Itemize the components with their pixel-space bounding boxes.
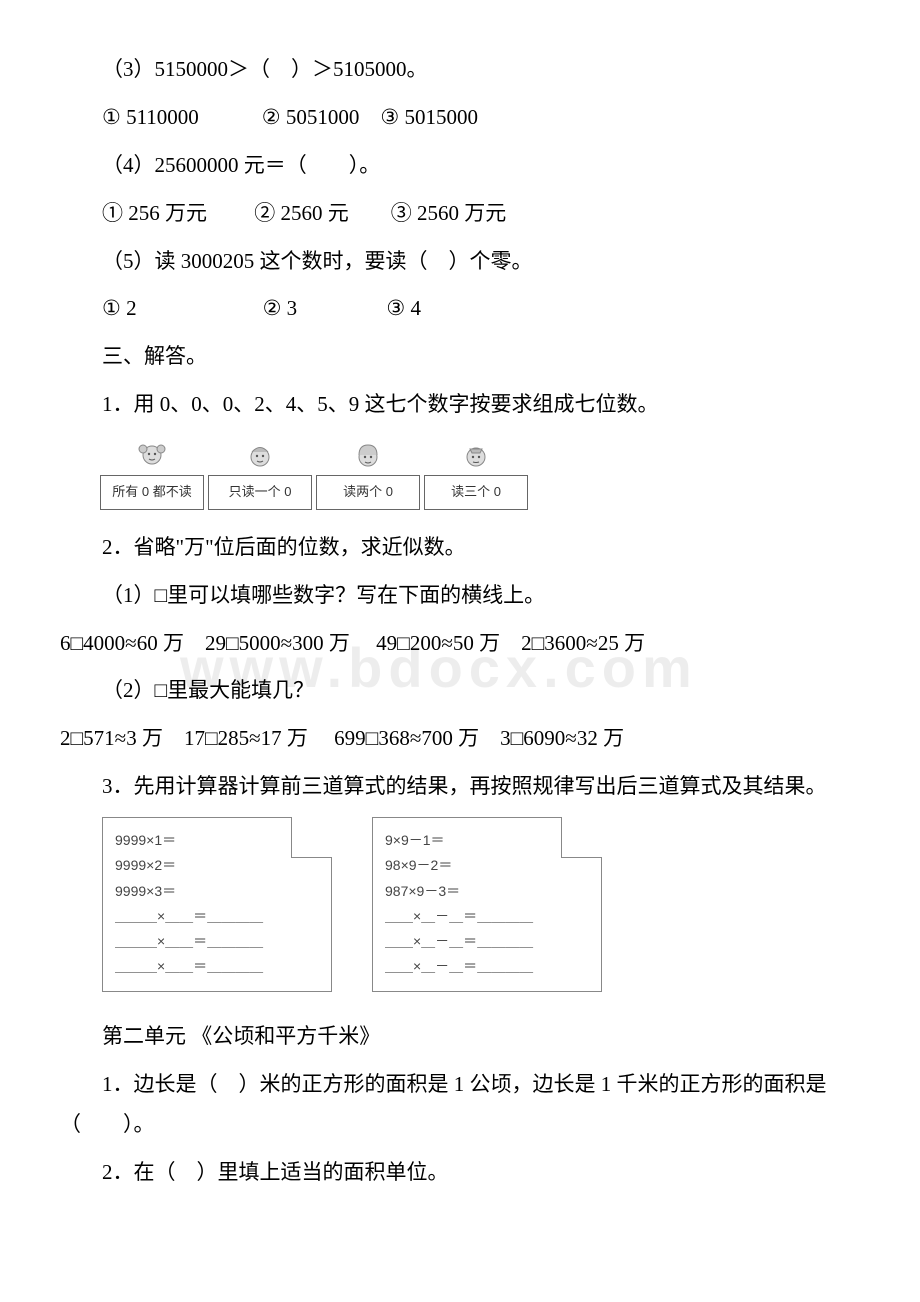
sub-2-1-expr: 6□4000≈60 万 29□5000≈300 万 49□200≈50 万 2□… xyxy=(60,624,860,664)
sub-2-2-expr: 2□571≈3 万 17□285≈17 万 699□368≈700 万 3□60… xyxy=(60,719,860,759)
girl-head-icon xyxy=(132,435,172,475)
unit-2-heading: 第二单元 《公顷和平方千米》 xyxy=(60,1017,860,1057)
left-blank-1: ＿＿＿×＿＿＝＿＿＿＿ xyxy=(115,904,319,929)
label-box-3: 读两个 0 xyxy=(316,475,420,510)
left-blank-3: ＿＿＿×＿＿＝＿＿＿＿ xyxy=(115,954,319,979)
character-col-1: 所有 0 都不读 xyxy=(102,435,202,510)
left-pane: 9999×1＝ 9999×2＝ 9999×3＝ ＿＿＿×＿＿＝＿＿＿＿ ＿＿＿×… xyxy=(102,817,332,992)
options-4: ① 256 万元 ② 2560 元 ③ 2560 万元 xyxy=(60,194,860,234)
left-row-1: 9999×1＝ xyxy=(115,828,319,853)
section-3-heading: 三、解答。 xyxy=(60,337,860,377)
label-box-2: 只读一个 0 xyxy=(208,475,312,510)
left-blank-2: ＿＿＿×＿＿＝＿＿＿＿ xyxy=(115,929,319,954)
worksheet-panes: 9999×1＝ 9999×2＝ 9999×3＝ ＿＿＿×＿＿＝＿＿＿＿ ＿＿＿×… xyxy=(102,817,860,992)
options-3: ① 5110000 ② 5051000 ③ 5015000 xyxy=(60,98,860,138)
problem-1: 1．用 0、0、0、2、4、5、9 这七个数字按要求组成七位数。 xyxy=(60,385,860,425)
right-row-1: 9×9－1＝ xyxy=(385,828,589,853)
unit-2-q2: 2．在（ ）里填上适当的面积单位。 xyxy=(60,1153,860,1193)
label-box-4: 读三个 0 xyxy=(424,475,528,510)
character-col-3: 读两个 0 xyxy=(318,435,418,510)
question-3: （3）5150000＞（ ）＞5105000。 xyxy=(60,50,860,90)
character-col-4: 读三个 0 xyxy=(426,435,526,510)
left-row-2: 9999×2＝ xyxy=(115,853,319,878)
character-label-row: 所有 0 都不读 只读一个 0 读两个 0 读三个 0 xyxy=(102,435,860,510)
right-blank-1: ＿＿×＿－＿＝＿＿＿＿ xyxy=(385,904,589,929)
left-row-3: 9999×3＝ xyxy=(115,879,319,904)
options-5: ① 2 ② 3 ③ 4 xyxy=(60,289,860,329)
boy2-head-icon xyxy=(456,435,496,475)
unit-2-q1: 1．边长是（ ）米的正方形的面积是 1 公顷，边长是 1 千米的正方形的面积是（… xyxy=(60,1065,860,1145)
right-row-3: 987×9－3＝ xyxy=(385,879,589,904)
character-col-2: 只读一个 0 xyxy=(210,435,310,510)
question-5: （5）读 3000205 这个数时，要读（ ）个零。 xyxy=(60,242,860,282)
question-4: （4）25600000 元＝（ ）。 xyxy=(60,146,860,186)
girl2-head-icon xyxy=(348,435,388,475)
right-blank-3: ＿＿×＿－＿＝＿＿＿＿ xyxy=(385,954,589,979)
right-pane: 9×9－1＝ 98×9－2＝ 987×9－3＝ ＿＿×＿－＿＝＿＿＿＿ ＿＿×＿… xyxy=(372,817,602,992)
right-row-2: 98×9－2＝ xyxy=(385,853,589,878)
sub-2-1: （1）□里可以填哪些数字？写在下面的横线上。 xyxy=(60,576,860,616)
problem-2: 2．省略"万"位后面的位数，求近似数。 xyxy=(60,528,860,568)
right-blank-2: ＿＿×＿－＿＝＿＿＿＿ xyxy=(385,929,589,954)
label-box-1: 所有 0 都不读 xyxy=(100,475,204,510)
sub-2-2: （2）□里最大能填几？ xyxy=(60,671,860,711)
boy-head-icon xyxy=(240,435,280,475)
problem-3: 3．先用计算器计算前三道算式的结果，再按照规律写出后三道算式及其结果。 xyxy=(60,767,860,807)
